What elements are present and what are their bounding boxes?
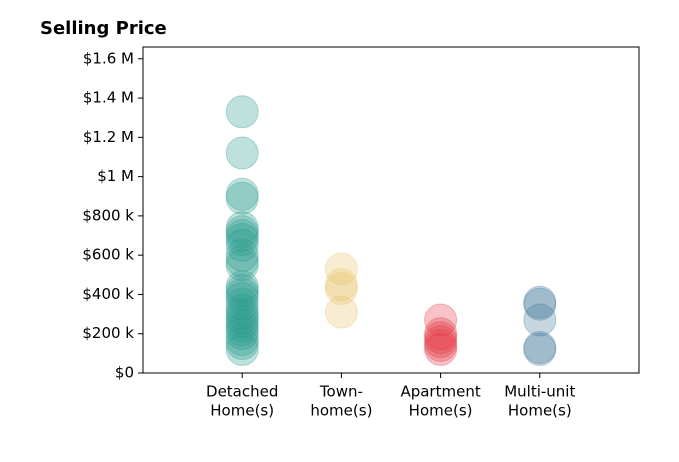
point [225,95,259,129]
x-tick-label: Home(s) [409,402,473,420]
point [424,317,458,351]
point [225,136,259,170]
point [225,244,259,278]
y-tick-label: $200 k [82,324,134,342]
y-tick-label: $1.4 M [83,89,134,107]
point [225,327,259,361]
point [424,303,458,337]
y-tick-label: $1.2 M [83,128,134,146]
y-tick-label: $800 k [82,206,134,224]
x-tick-label: Detached [206,383,278,401]
point [225,211,259,245]
point [225,287,259,321]
point [225,323,259,357]
plot-frame [142,46,640,374]
point [225,301,259,335]
x-tick-label: Multi-unit [504,383,575,401]
x-tick-label: Home(s) [508,402,572,420]
point [225,248,259,282]
point [225,238,259,272]
point [225,270,259,304]
y-tick-label: $600 k [82,246,134,264]
point [225,293,259,327]
point [225,297,259,331]
point [225,222,259,256]
point [225,309,259,343]
point [523,285,557,319]
point [225,317,259,351]
point [225,219,259,253]
y-tick-label: $1 M [97,167,134,185]
point [523,330,557,364]
point [324,295,358,329]
point [225,277,259,311]
point [225,181,259,215]
x-tick-label: home(s) [310,402,372,420]
point [523,332,557,366]
point [424,332,458,366]
chart-title: Selling Price [40,18,167,39]
point [225,228,259,262]
x-tick-label: Town- [319,383,363,401]
y-tick-label: $1.6 M [83,49,134,67]
point [225,215,259,249]
point [424,329,458,363]
point [324,252,358,286]
point [324,272,358,306]
y-tick-label: $0 [115,364,134,382]
point [225,177,259,211]
point [324,268,358,302]
y-tick-label: $400 k [82,285,134,303]
point [424,325,458,359]
point [523,287,557,321]
x-tick-label: Apartment [400,383,480,401]
point [424,321,458,355]
point [225,332,259,366]
x-tick-label: Home(s) [210,402,274,420]
point [225,281,259,315]
point [225,274,259,308]
point [523,303,557,337]
point [225,305,259,339]
point [225,313,259,347]
